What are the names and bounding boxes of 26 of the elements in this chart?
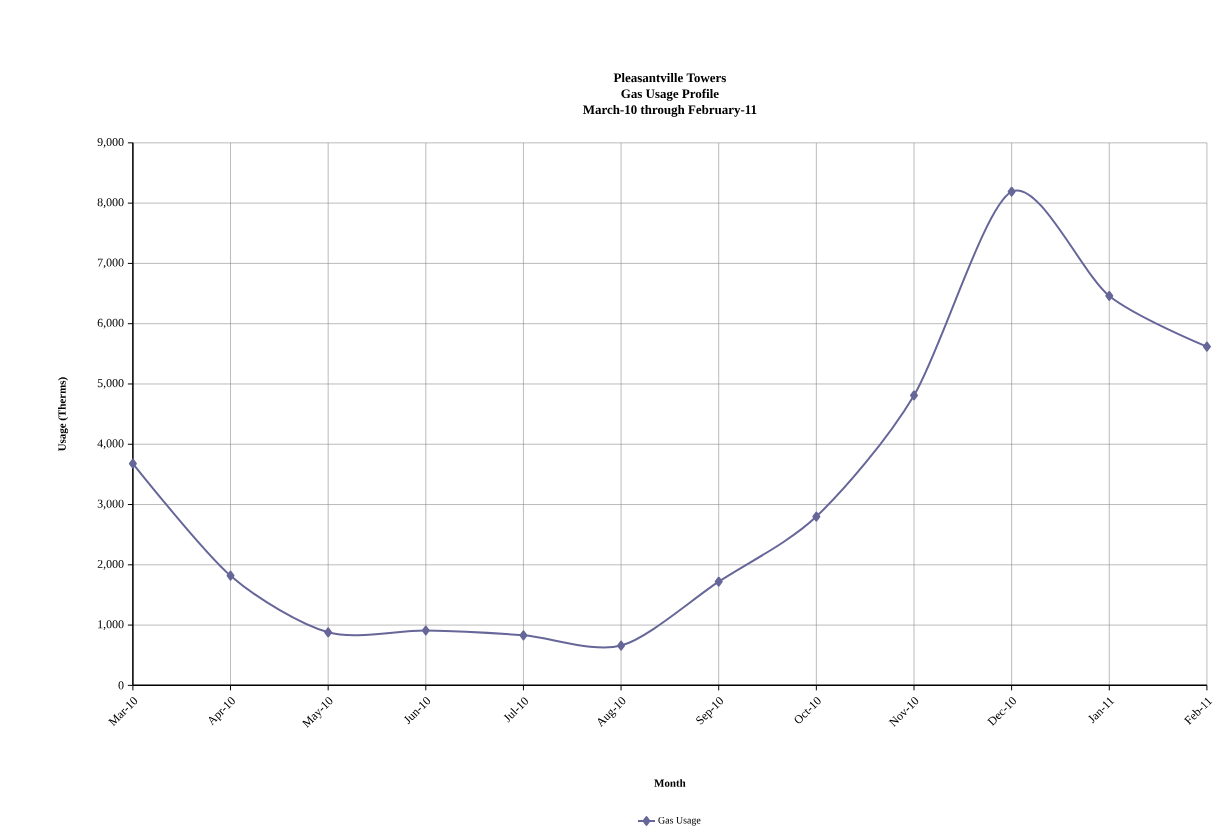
point [1007, 186, 1016, 197]
x-axis-title: Month [654, 779, 686, 787]
point [1105, 290, 1114, 301]
y-tick-label: 7,000 [97, 258, 124, 269]
point [519, 630, 528, 641]
y-tick-label: 6,000 [97, 318, 124, 329]
point [714, 576, 723, 587]
point [812, 511, 821, 522]
y-tick-label: 4,000 [97, 439, 124, 450]
point [128, 458, 137, 469]
point [617, 640, 626, 651]
point [421, 625, 430, 636]
point [226, 570, 235, 581]
y-tick-label: 3,000 [97, 499, 124, 510]
point [910, 390, 918, 401]
legend-label: Gas Usage [658, 816, 701, 826]
point [1202, 341, 1211, 352]
chart-title: Pleasantville Towers Gas Usage Profile March-10 through February-11 [583, 72, 757, 117]
y-tick-label: 2,000 [97, 559, 124, 570]
y-axis-title: Usage (Therms) [58, 377, 69, 451]
point [324, 627, 333, 638]
y-tick-label: 8,000 [97, 198, 124, 208]
y-tick-label: 5,000 [97, 378, 124, 389]
y-tick-label: 1,000 [98, 620, 124, 630]
y-tick-label: 9,000 [97, 137, 124, 148]
y-tick-label: 0 [118, 681, 124, 690]
